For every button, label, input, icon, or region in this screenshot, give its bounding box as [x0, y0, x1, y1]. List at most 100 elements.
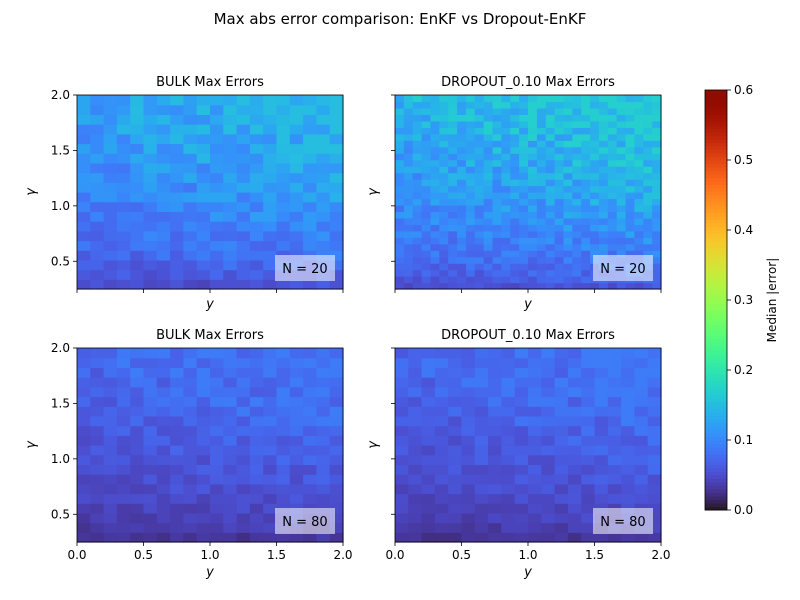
- heatmap-cell: [567, 396, 582, 407]
- heatmap-cell: [554, 454, 569, 465]
- heatmap-cell: [412, 211, 423, 219]
- heatmap-cell: [514, 367, 529, 378]
- heatmap-cell: [483, 211, 494, 219]
- heatmap-cell: [434, 512, 449, 524]
- heatmap-cell: [514, 377, 529, 388]
- heatmap-cell: [581, 357, 596, 368]
- heatmap-cell: [634, 483, 649, 495]
- colorbar-step: [705, 282, 727, 287]
- heatmap-cell: [116, 230, 131, 242]
- heatmap-cell: [143, 162, 158, 174]
- heatmap-cell: [554, 198, 565, 206]
- heatmap-cell: [528, 211, 538, 219]
- heatmap-cell: [289, 435, 304, 446]
- heatmap-cell: [116, 240, 131, 251]
- heatmap-cell: [183, 143, 198, 154]
- heatmap-cell: [621, 493, 635, 504]
- heatmap-cell: [223, 114, 238, 125]
- heatmap-cell: [554, 464, 569, 475]
- heatmap-cell: [395, 522, 409, 533]
- heatmap-cell: [77, 133, 91, 145]
- heatmap-cell: [581, 114, 591, 122]
- heatmap-cell: [263, 454, 278, 465]
- heatmap-cell: [448, 512, 463, 524]
- heatmap-cell: [474, 263, 485, 271]
- heatmap-cell: [276, 192, 291, 203]
- heatmap-cell: [563, 140, 573, 148]
- heatmap-cell: [249, 357, 264, 368]
- heatmap-cell: [130, 435, 145, 446]
- heatmap-cell: [439, 172, 449, 180]
- heatmap-cell: [223, 415, 238, 427]
- heatmap-cell: [554, 192, 565, 200]
- heatmap-cell: [395, 140, 405, 148]
- heatmap-cell: [581, 348, 596, 359]
- heatmap-cell: [183, 162, 198, 174]
- heatmap-cell: [581, 269, 591, 277]
- colorbar-step: [705, 247, 727, 252]
- heatmap-cell: [581, 282, 591, 290]
- heatmap-cell: [528, 127, 538, 135]
- heatmap-cell: [289, 124, 304, 135]
- heatmap-cell: [223, 493, 238, 504]
- heatmap-cell: [519, 276, 529, 284]
- heatmap-cell: [528, 192, 538, 200]
- heatmap-cell: [448, 493, 463, 504]
- colorbar-step: [705, 415, 727, 420]
- heatmap-cell: [501, 396, 516, 407]
- colorbar-step: [705, 419, 727, 423]
- heatmap-cell: [616, 101, 627, 109]
- heatmap-cell: [563, 211, 573, 219]
- heatmap-cell: [421, 166, 432, 174]
- heatmap-cell: [116, 250, 131, 261]
- heatmap-cell: [130, 522, 145, 533]
- heatmap-cell: [581, 237, 591, 245]
- heatmap-cell: [116, 512, 131, 524]
- heatmap-cell: [607, 172, 618, 180]
- heatmap-cell: [448, 172, 458, 180]
- heatmap-cell: [316, 221, 331, 232]
- heatmap-cell: [541, 415, 556, 427]
- heatmap-cell: [461, 435, 476, 446]
- heatmap-cell: [474, 493, 489, 504]
- heatmap-cell: [514, 396, 529, 407]
- colorbar-step: [705, 170, 727, 175]
- heatmap-cell: [514, 522, 529, 533]
- heatmap-cell: [183, 124, 198, 135]
- heatmap-cell: [590, 237, 600, 245]
- heatmap-cell: [263, 95, 278, 106]
- heatmap-cell: [303, 367, 317, 378]
- heatmap-cell: [607, 474, 622, 485]
- heatmap-cell: [581, 386, 596, 398]
- heatmap-cell: [536, 159, 547, 167]
- heatmap-cell: [461, 532, 476, 543]
- colorbar-step: [705, 384, 727, 388]
- heatmap-cell: [103, 386, 118, 398]
- colorbar-step: [705, 216, 727, 220]
- heatmap-cell: [196, 240, 211, 251]
- heatmap-cell: [634, 133, 644, 141]
- heatmap-cell: [598, 159, 609, 167]
- heatmap-cell: [461, 425, 476, 436]
- heatmap-cell: [567, 367, 582, 378]
- heatmap-cell: [554, 172, 565, 180]
- heatmap-cell: [210, 192, 224, 203]
- heatmap-cell: [528, 425, 542, 436]
- heatmap-cell: [625, 243, 635, 251]
- heatmap-cell: [289, 367, 304, 378]
- heatmap-cell: [448, 230, 458, 238]
- colorbar-step: [705, 457, 727, 462]
- heatmap-cell: [412, 243, 423, 251]
- heatmap-cell: [554, 204, 565, 212]
- heatmap-cell: [77, 240, 91, 251]
- x-tick-label: 1.0: [518, 548, 537, 562]
- heatmap-cell: [403, 179, 414, 187]
- heatmap-cell: [474, 367, 489, 378]
- heatmap-cell: [223, 153, 238, 164]
- heatmap-cell: [329, 522, 344, 533]
- heatmap-cell: [514, 493, 529, 504]
- heatmap-cell: [116, 221, 131, 232]
- heatmap-cell: [621, 425, 635, 436]
- colorbar-step: [705, 440, 727, 444]
- heatmap-cell: [116, 114, 131, 125]
